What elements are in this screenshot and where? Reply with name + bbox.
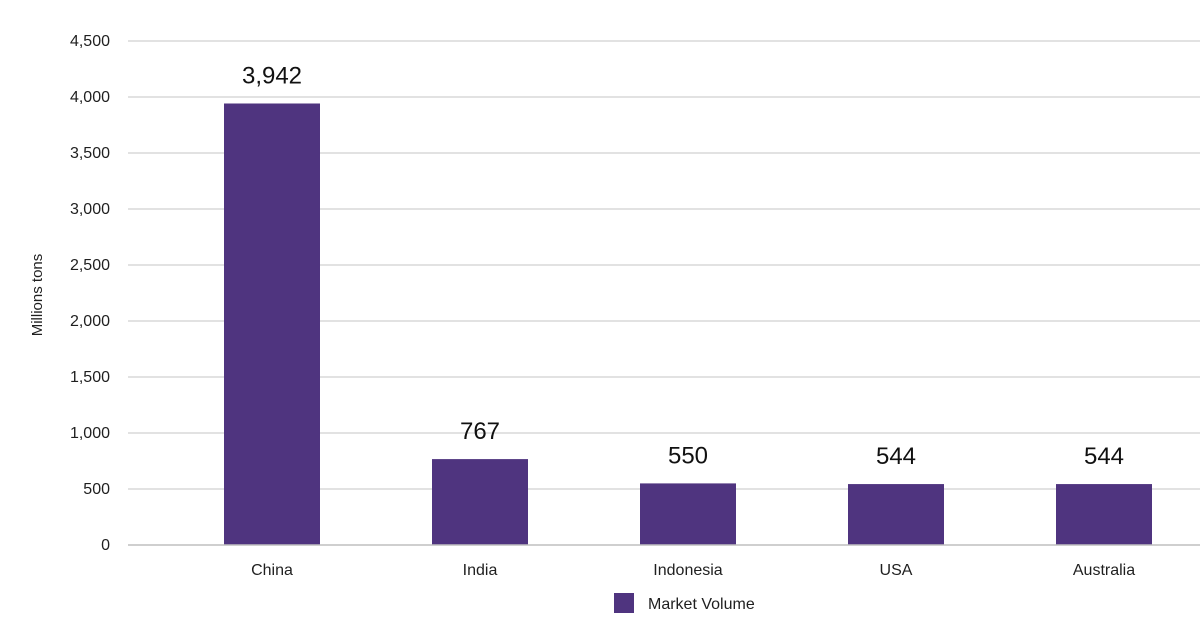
bars	[224, 103, 1152, 545]
bar-china	[224, 103, 320, 545]
y-tick-label: 500	[83, 481, 110, 498]
bar-indonesia	[640, 483, 736, 545]
y-tick-label: 2,500	[70, 257, 110, 274]
y-tick-label: 3,500	[70, 145, 110, 162]
x-tick-label: India	[463, 562, 498, 579]
y-tick-label: 4,000	[70, 89, 110, 106]
y-tick-label: 2,000	[70, 313, 110, 330]
y-tick-label: 3,000	[70, 201, 110, 218]
y-axis-ticks: 0 500 1,000 1,500 2,000 2,500 3,000 3,500 4,000 4…	[70, 33, 110, 554]
y-tick-label: 1,000	[70, 425, 110, 442]
bar-india	[432, 459, 528, 545]
bar-australia	[1056, 484, 1152, 545]
x-tick-label: Australia	[1073, 562, 1135, 579]
data-label: 767	[460, 418, 500, 445]
x-tick-label: USA	[880, 562, 913, 579]
y-tick-label: 4,500	[70, 33, 110, 50]
data-labels: 3,942 767 550 544 544	[242, 62, 1124, 470]
y-axis-label: Millions tons	[29, 254, 46, 337]
y-tick-label: 1,500	[70, 369, 110, 386]
data-label: 544	[1084, 443, 1124, 470]
y-tick-label: 0	[101, 537, 110, 554]
bar-usa	[848, 484, 944, 545]
data-label: 544	[876, 443, 916, 470]
legend: Market Volume	[614, 593, 755, 613]
data-label: 550	[668, 442, 708, 469]
data-label: 3,942	[242, 62, 302, 89]
x-axis-categories: China India Indonesia USA Australia	[251, 562, 1135, 579]
x-tick-label: China	[251, 562, 293, 579]
legend-swatch	[614, 593, 634, 613]
x-tick-label: Indonesia	[653, 562, 722, 579]
legend-label: Market Volume	[648, 596, 755, 613]
